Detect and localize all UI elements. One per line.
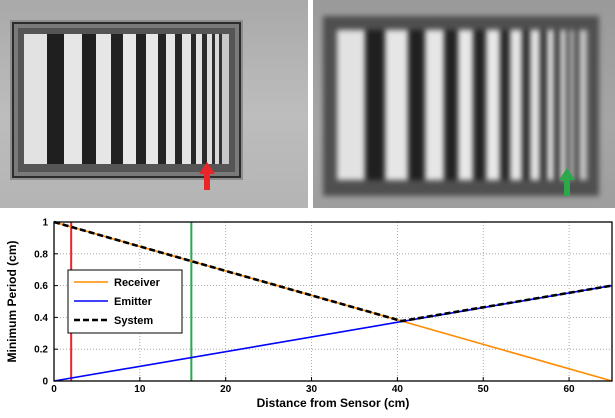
bar-stripe [123, 34, 136, 164]
bar-stripe [166, 34, 176, 164]
bar-stripe [215, 34, 219, 164]
bar-stripe [206, 34, 212, 164]
bar-stripe [24, 34, 48, 164]
bar-stripe [473, 30, 487, 180]
bar-stripe [547, 30, 555, 180]
bar-stripe [196, 34, 203, 164]
bar-stripe [365, 30, 386, 180]
x-tick-label: 50 [478, 384, 490, 395]
legend-label: System [114, 315, 153, 327]
y-tick-label: 0 [42, 377, 48, 388]
x-tick-label: 40 [392, 384, 404, 395]
bar-stripe [443, 30, 458, 180]
y-tick-label: 0.4 [34, 313, 48, 324]
bar-stripe [202, 34, 207, 164]
bar-stripe [47, 34, 64, 164]
green-arrow-shape [559, 168, 575, 196]
bar-stripe [211, 34, 216, 164]
bar-stripe [146, 34, 158, 164]
receiver-photo [0, 0, 308, 208]
axis-ticks: 0 10 20 30 40 50 60 0 0.2 0.4 0.6 0.8 1 [34, 218, 575, 396]
bar-stripe [222, 34, 230, 164]
x-tick-label: 0 [51, 384, 57, 395]
bar-pattern [24, 34, 230, 164]
bar-stripe [82, 34, 97, 164]
bar-stripe [530, 30, 541, 180]
x-tick-label: 20 [220, 384, 232, 395]
bar-stripe [521, 30, 531, 180]
minimum-period-chart: 0 10 20 30 40 50 60 0 0.2 0.4 0.6 0.8 1 Receiver Emit… [5, 218, 613, 410]
x-tick-label: 10 [134, 384, 146, 395]
bar-stripe [175, 34, 183, 164]
y-tick-label: 0.8 [34, 249, 48, 260]
red-arrow-shape [199, 162, 215, 190]
y-axis-title: Minimum Period (cm) [5, 240, 19, 362]
bar-pattern-blurred [337, 30, 588, 180]
bar-stripe [190, 34, 197, 164]
legend-label: Receiver [114, 277, 161, 289]
red-arrow-icon [199, 162, 215, 190]
bar-stripe [337, 30, 366, 180]
bar-stripe [565, 30, 570, 180]
series-line-system [53, 220, 613, 323]
bar-stripe [157, 34, 167, 164]
green-arrow-icon [559, 168, 575, 196]
bar-stripe [135, 34, 147, 164]
x-tick-label: 60 [564, 384, 576, 395]
bar-stripe [510, 30, 522, 180]
bar-stripe [500, 30, 511, 180]
bar-stripe [569, 30, 575, 180]
bar-stripe [578, 30, 588, 180]
bar-stripe [182, 34, 191, 164]
bar-stripe [218, 34, 223, 164]
series-lines [53, 220, 613, 382]
bar-stripe [385, 30, 409, 180]
bar-stripe [425, 30, 444, 180]
bar-stripe [457, 30, 474, 180]
bar-stripe [408, 30, 426, 180]
y-tick-label: 0.6 [34, 281, 48, 292]
grid [54, 222, 612, 381]
bar-stripe [540, 30, 548, 180]
legend: Receiver Emitter System [67, 269, 183, 334]
y-tick-label: 1 [42, 218, 48, 229]
x-axis-title: Distance from Sensor (cm) [257, 396, 410, 410]
bar-stripe [574, 30, 579, 180]
bar-stripe [554, 30, 561, 180]
bar-stripe [560, 30, 566, 180]
plot-frame [53, 221, 613, 382]
bar-stripe [486, 30, 501, 180]
bar-stripe [111, 34, 124, 164]
bar-target [12, 22, 241, 178]
x-tick-label: 30 [306, 384, 318, 395]
bar-target-blurred [323, 16, 599, 196]
y-tick-label: 0.2 [34, 345, 48, 356]
bar-stripe [63, 34, 83, 164]
emitter-photo [313, 0, 615, 208]
legend-label: Emitter [114, 296, 153, 308]
bar-stripe [96, 34, 112, 164]
